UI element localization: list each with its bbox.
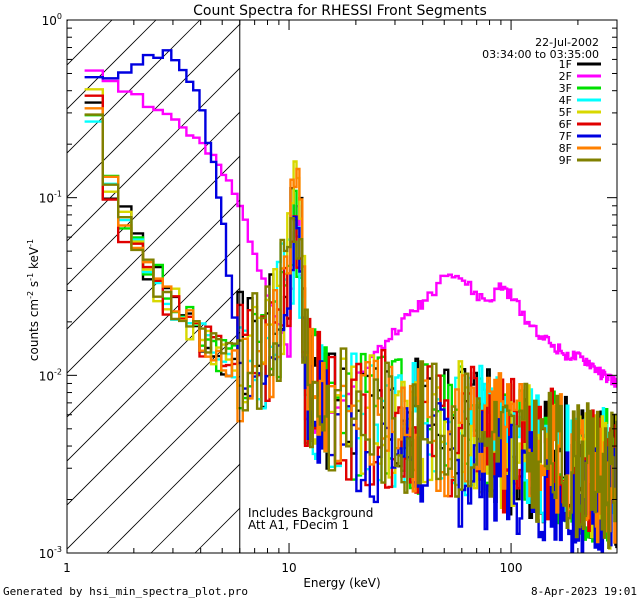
legend-label-4f: 4F — [559, 94, 572, 107]
series-layer — [84, 49, 617, 553]
legend-label-8f: 8F — [559, 142, 572, 155]
axis-ticks — [66, 19, 618, 554]
series-9f-line — [84, 113, 617, 549]
legend-label-5f: 5F — [559, 106, 572, 119]
legend-label-9f: 9F — [559, 154, 572, 167]
y-tick-base: 10 — [39, 192, 54, 206]
annotation-line-2: Att A1, FDecim 1 — [248, 518, 349, 532]
legend-label-1f: 1F — [559, 58, 572, 71]
hatch-line — [67, 331, 240, 506]
hatch-line — [67, 155, 240, 330]
x-tick-label: 100 — [500, 561, 523, 575]
x-axis-label: Energy (keV) — [303, 576, 380, 590]
y-tick-base: 10 — [39, 369, 54, 383]
y-tick-exp: 0 — [57, 12, 62, 21]
hatch-line — [106, 419, 240, 553]
hatch-line — [67, 375, 240, 550]
y-tick-base: 10 — [39, 547, 54, 561]
y-axis-label: counts cm-2 s-1 keV-1 — [26, 239, 41, 361]
y-tick-exp: -2 — [54, 367, 62, 376]
legend-label-3f: 3F — [559, 82, 572, 95]
hatch-line — [67, 243, 240, 418]
y-axis-label-s: s — [27, 281, 41, 291]
y-tick-base: 10 — [42, 14, 57, 28]
x-tick-labels: 1 10 100 — [63, 561, 522, 575]
hatch-line — [67, 20, 201, 154]
y-tick-label: 10-2 — [39, 367, 62, 383]
legend-label-7f: 7F — [559, 130, 572, 143]
plot-frame — [66, 19, 618, 554]
y-tick-label: 10-1 — [39, 190, 62, 206]
y-axis-label-exp3: -1 — [26, 239, 35, 247]
x-tick-label: 10 — [281, 561, 296, 575]
y-tick-exp: -1 — [54, 190, 62, 199]
footer-generated-by: Generated by hsi_min_spectra_plot.pro — [3, 585, 248, 598]
y-tick-exp: -3 — [54, 545, 62, 554]
time-range-label: 03:34:00 to 03:35:00 — [482, 48, 599, 61]
y-axis-label-kev: keV — [27, 246, 41, 273]
y-tick-label: 10-3 — [39, 545, 62, 561]
annotation-line-1: Includes Background — [248, 506, 373, 520]
chart-title: Count Spectra for RHESSI Front Segments — [193, 3, 487, 19]
y-axis-label-main: counts cm — [27, 299, 41, 361]
date-label: 22-Jul-2002 — [535, 36, 599, 49]
legend-label-2f: 2F — [559, 70, 572, 83]
y-tick-label: 100 — [42, 12, 62, 28]
footer-timestamp: 8-Apr-2023 19:01 — [531, 585, 637, 598]
x-tick-label: 1 — [63, 561, 71, 575]
legend-label-6f: 6F — [559, 118, 572, 131]
y-axis-label-exp1: -2 — [26, 291, 35, 299]
y-axis-label-exp2: -1 — [26, 273, 35, 281]
